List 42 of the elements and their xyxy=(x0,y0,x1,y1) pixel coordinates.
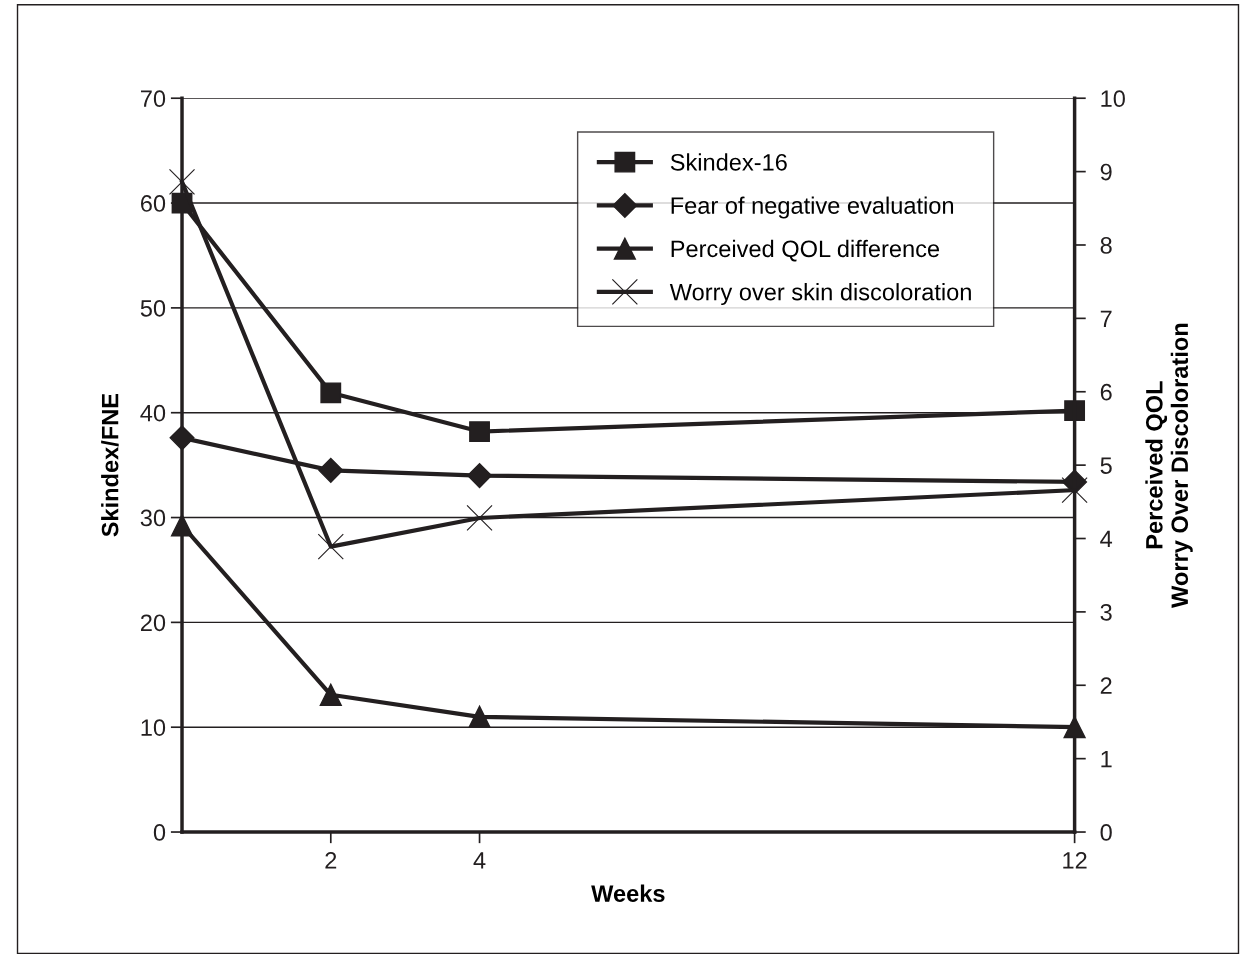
y-axis-title: Skindex/FNE xyxy=(101,393,119,537)
legend-label: Skindex-16 xyxy=(670,153,787,171)
point xyxy=(466,504,493,532)
point xyxy=(320,382,342,404)
y2-tick-label: 2 xyxy=(1100,677,1112,694)
y-tick-label: 70 xyxy=(141,90,166,108)
legend-label: Fear of negative evaluation xyxy=(671,196,954,219)
point xyxy=(169,425,195,451)
y-tick-label: 20 xyxy=(140,614,166,632)
point xyxy=(468,705,491,728)
y2-tick-label: 5 xyxy=(1100,457,1112,474)
x-tick-label: 12 xyxy=(1063,852,1087,869)
y-tick-label: 10 xyxy=(141,719,166,736)
point xyxy=(467,463,493,489)
point xyxy=(1061,477,1088,504)
y-tick-label: 30 xyxy=(140,509,166,527)
point xyxy=(319,683,342,706)
y2-tick-label: 10 xyxy=(1101,90,1125,108)
point xyxy=(317,533,344,560)
y2-tick-label: 3 xyxy=(1100,603,1112,621)
y-tick-label: 50 xyxy=(140,299,166,317)
point xyxy=(469,421,490,443)
legend-label: Perceived QOL difference xyxy=(671,239,940,262)
y2-tick-label: 7 xyxy=(1100,310,1112,327)
y-tick-label: 40 xyxy=(140,404,166,422)
point xyxy=(1063,715,1086,739)
y2-tick-label: 8 xyxy=(1100,237,1112,254)
y2-tick-label: 4 xyxy=(1100,530,1113,548)
x-axis-title: Weeks xyxy=(591,884,665,902)
x-tick-label: 4 xyxy=(473,852,486,869)
y2-tick-label: 6 xyxy=(1100,383,1112,401)
y2-tick-label: 0 xyxy=(1100,824,1112,841)
point xyxy=(168,168,196,195)
legend-label: Worry over skin discoloration xyxy=(669,283,971,306)
point xyxy=(318,457,344,483)
y-tick-label: 60 xyxy=(140,195,166,212)
y-tick-label: 0 xyxy=(153,824,166,841)
x-tick-label: 2 xyxy=(325,852,337,869)
point xyxy=(170,514,194,537)
y2-axis-title: Perceived QOL Worry Over Discoloration xyxy=(1145,323,1193,608)
y2-tick-label: 1 xyxy=(1101,750,1112,768)
y2-tick-label: 9 xyxy=(1100,163,1112,181)
